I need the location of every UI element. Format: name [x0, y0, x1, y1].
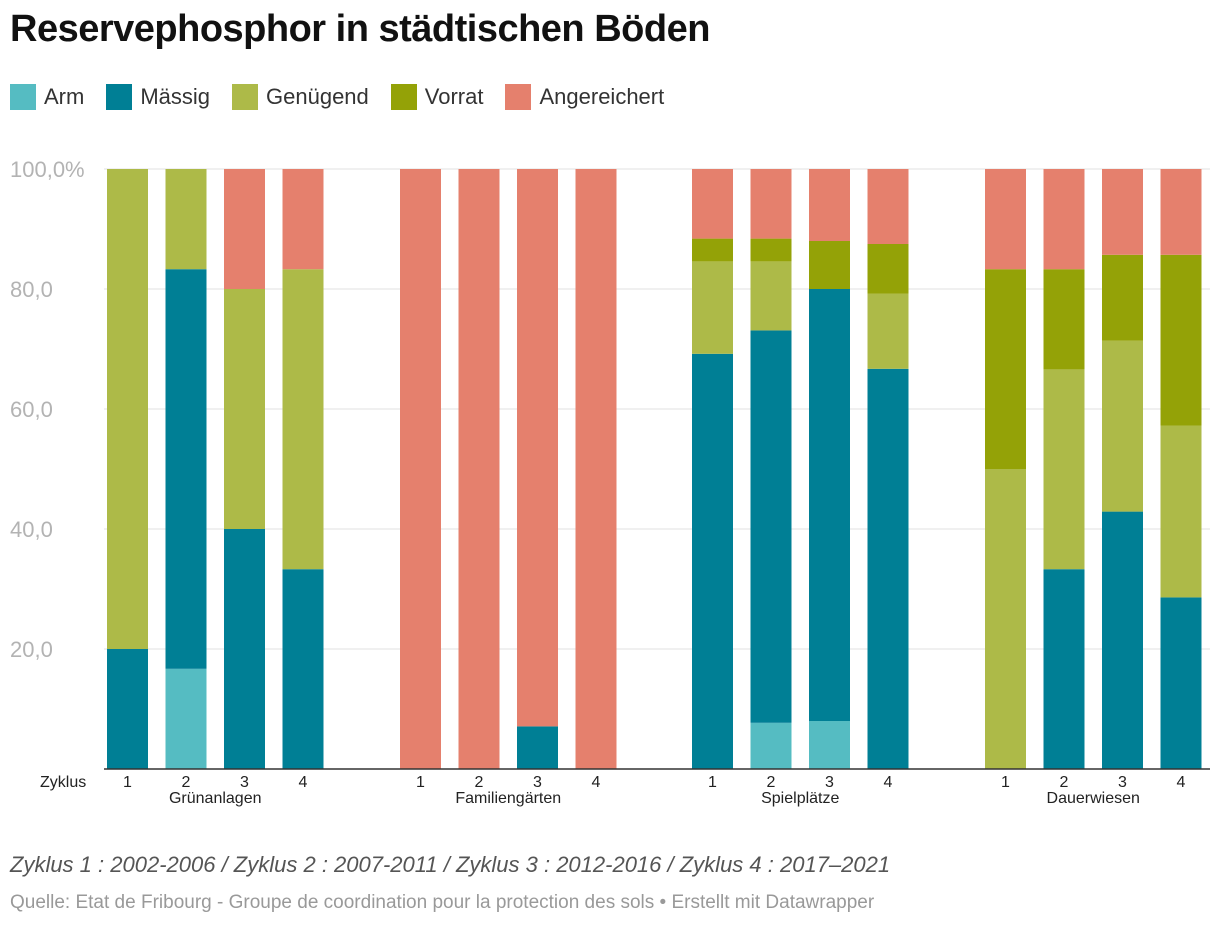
bar-segment-gruenanlagen-3-genuegend — [224, 289, 265, 529]
bar-segment-gruenanlagen-1-genuegend — [107, 169, 148, 649]
stacked-bar-chart: 20,0 40,0 60,0 80,0 100,0% 1 2 3 4 Grünanlagen 1 2 3… — [10, 157, 1210, 807]
bar-segment-spielplaetze-2-arm — [750, 722, 792, 769]
legend-swatch-angereichert — [505, 84, 532, 110]
x-tick-label: 4 — [592, 774, 601, 791]
bar-segment-gruenanlagen-4-maessig — [282, 569, 324, 769]
bar-segment-gruenanlagen-2-maessig — [165, 269, 207, 669]
bar-segment-dauerwiesen-2-angereichert — [1043, 169, 1085, 270]
bar-segment-spielplaetze-2-angereichert — [750, 169, 792, 239]
x-tick-label: 2 — [1060, 774, 1069, 791]
legend-item-genuegend: Genügend — [232, 84, 369, 110]
x-tick-label: 4 — [299, 774, 308, 791]
x-tick-label: 2 — [767, 774, 776, 791]
bar-segment-gruenanlagen-3-angereichert — [224, 169, 265, 289]
bar-segment-spielplaetze-4-genuegend — [867, 293, 909, 369]
legend-label-angereichert: Angereichert — [539, 84, 665, 109]
x-tick-label: 1 — [123, 774, 132, 791]
bar-segment-gruenanlagen-2-genuegend — [165, 169, 207, 270]
bar-segment-spielplaetze-4-maessig — [867, 368, 909, 769]
legend-label-arm: Arm — [44, 84, 85, 109]
bar-segment-spielplaetze-1-maessig — [692, 353, 733, 769]
bar-segment-dauerwiesen-1-genuegend — [985, 469, 1026, 769]
group-label-spielplaetze: Spielplätze — [761, 790, 839, 807]
bar-segment-gruenanlagen-4-genuegend — [282, 269, 324, 570]
bar-segment-spielplaetze-3-maessig — [809, 289, 850, 721]
legend-swatch-maessig — [106, 84, 133, 110]
bar-segment-familiengaerten-1-angereichert — [400, 169, 441, 769]
legend-label-vorrat: Vorrat — [424, 84, 484, 109]
bar-segment-gruenanlagen-1-maessig — [107, 649, 148, 769]
legend-item-vorrat: Vorrat — [390, 84, 484, 110]
x-tick-label: 3 — [825, 774, 834, 791]
legend-item-arm: Arm — [10, 84, 84, 110]
y-tick-label: 100,0% — [10, 157, 85, 182]
x-tick-label: 1 — [416, 774, 425, 791]
x-tick-label: 1 — [708, 774, 717, 791]
bar-segment-dauerwiesen-4-genuegend — [1160, 425, 1202, 598]
group-label-familiengaerten: Familiengärten — [455, 790, 561, 807]
legend-item-angereichert: Angereichert — [505, 84, 664, 110]
bar-segment-dauerwiesen-4-maessig — [1160, 597, 1202, 769]
x-tick-label: 4 — [1177, 774, 1186, 791]
bar-segment-dauerwiesen-2-maessig — [1043, 569, 1085, 769]
bar-segment-dauerwiesen-2-genuegend — [1043, 369, 1085, 570]
group-label-dauerwiesen: Dauerwiesen — [1047, 790, 1140, 807]
legend-swatch-arm — [10, 84, 36, 110]
x-tick-label: 3 — [1118, 774, 1127, 791]
x-tick-label: 1 — [1001, 774, 1010, 791]
bar-segment-spielplaetze-1-angereichert — [692, 169, 733, 239]
legend-label-genuegend: Genügend — [266, 84, 369, 109]
bar-segment-dauerwiesen-1-angereichert — [985, 169, 1026, 270]
source-note: Quelle: Etat de Fribourg - Groupe de coo… — [10, 892, 875, 913]
x-tick-label: 2 — [475, 774, 484, 791]
x-tick-label: 3 — [533, 774, 542, 791]
chart-title: Reservephosphor in städtischen Böden — [10, 8, 710, 50]
legend-label-maessig: Mässig — [140, 84, 211, 109]
x-tick-label: 4 — [884, 774, 893, 791]
bar-segment-familiengaerten-4-angereichert — [575, 169, 617, 769]
bar-segment-dauerwiesen-3-genuegend — [1102, 340, 1143, 512]
bar-segment-familiengaerten-3-maessig — [517, 726, 558, 769]
bar-segment-dauerwiesen-4-vorrat — [1160, 254, 1202, 426]
bar-segment-familiengaerten-3-angereichert — [517, 169, 558, 727]
bar-segment-dauerwiesen-3-angereichert — [1102, 169, 1143, 255]
bar-segment-spielplaetze-3-angereichert — [809, 169, 850, 241]
bar-segment-spielplaetze-1-vorrat — [692, 238, 733, 262]
bar-segment-spielplaetze-3-arm — [809, 721, 850, 769]
bar-segment-spielplaetze-2-maessig — [750, 330, 792, 723]
x-axis-prefix: Zyklus — [40, 774, 86, 791]
bar-segment-spielplaetze-2-vorrat — [750, 238, 792, 262]
bar-segment-gruenanlagen-4-angereichert — [282, 169, 324, 270]
bar-segment-gruenanlagen-3-maessig — [224, 529, 265, 769]
legend-item-maessig: Mässig — [106, 84, 210, 110]
x-tick-label: 2 — [182, 774, 191, 791]
bar-segment-spielplaetze-1-genuegend — [692, 261, 733, 354]
x-tick-label: 3 — [240, 774, 249, 791]
group-label-gruenanlagen: Grünanlagen — [169, 790, 262, 807]
y-tick-label: 80,0 — [10, 277, 53, 302]
bar-segment-spielplaetze-2-genuegend — [750, 261, 792, 331]
cycle-footnote: Zyklus 1 : 2002-2006 / Zyklus 2 : 2007-2… — [10, 852, 891, 877]
bar-segment-dauerwiesen-4-angereichert — [1160, 169, 1202, 255]
bar-segment-spielplaetze-3-vorrat — [809, 241, 850, 289]
bar-segment-dauerwiesen-3-vorrat — [1102, 254, 1143, 341]
y-tick-label: 60,0 — [10, 397, 53, 422]
bar-segment-spielplaetze-4-angereichert — [867, 169, 909, 244]
bar-segment-gruenanlagen-2-arm — [165, 668, 207, 769]
legend: Arm Mässig Genügend Vorrat Angereichert — [10, 84, 686, 110]
bar-segment-spielplaetze-4-vorrat — [867, 244, 909, 294]
y-tick-label: 40,0 — [10, 517, 53, 542]
y-tick-label: 20,0 — [10, 637, 53, 662]
bar-segment-dauerwiesen-2-vorrat — [1043, 269, 1085, 370]
legend-swatch-vorrat — [390, 84, 417, 110]
bar-segment-dauerwiesen-3-maessig — [1102, 511, 1143, 769]
legend-swatch-genuegend — [232, 84, 259, 110]
bar-segment-familiengaerten-2-angereichert — [458, 169, 500, 769]
bar-segment-dauerwiesen-1-vorrat — [985, 269, 1026, 469]
